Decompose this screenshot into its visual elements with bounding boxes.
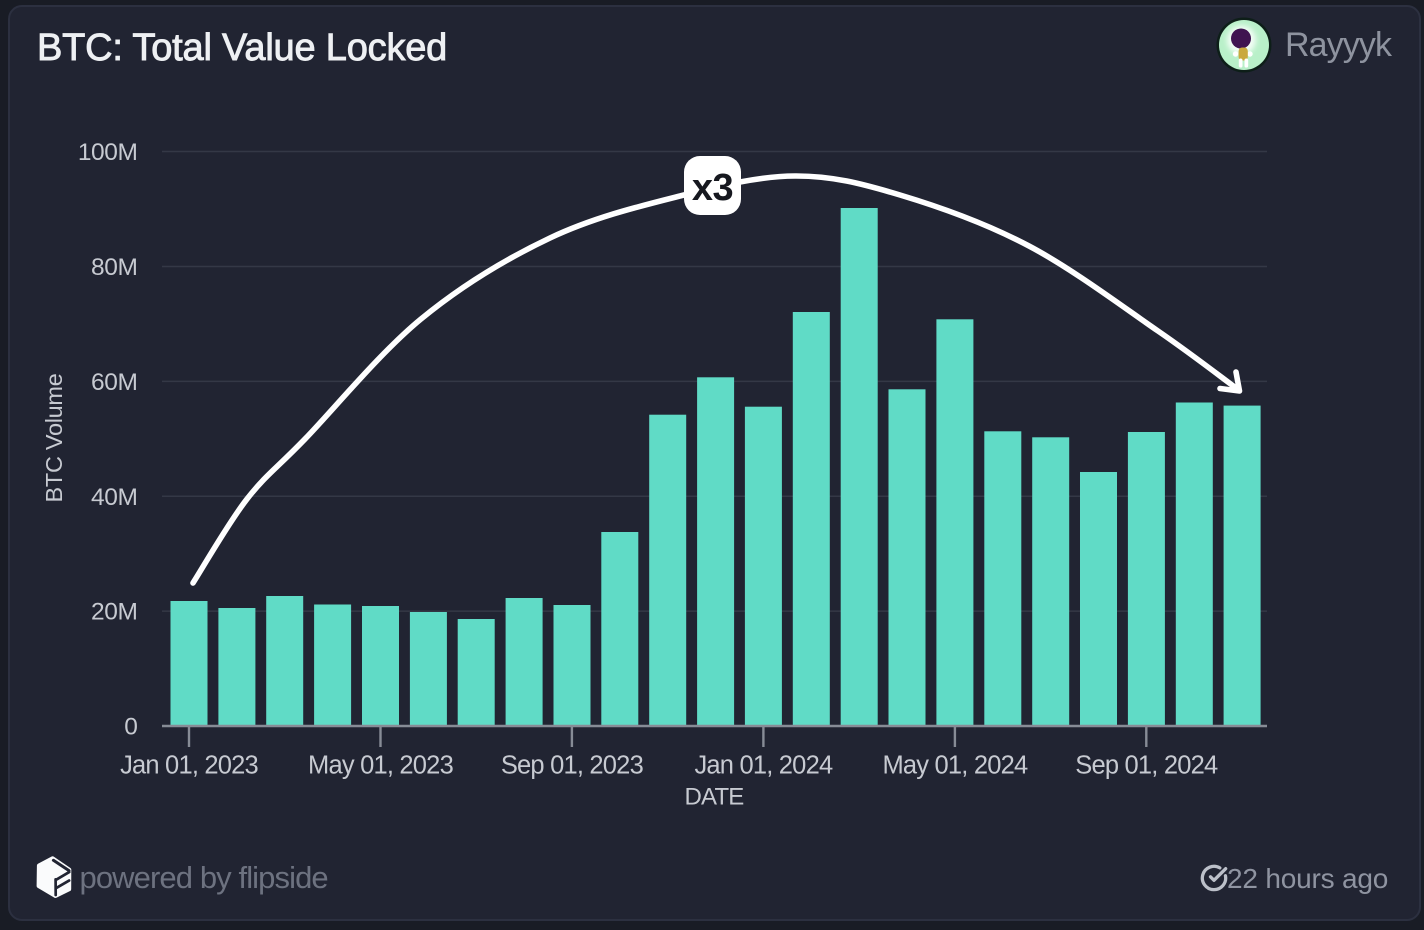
svg-text:x3: x3 [692, 167, 733, 209]
svg-text:Sep 01, 2023: Sep 01, 2023 [501, 752, 644, 780]
svg-text:80M: 80M [91, 254, 137, 281]
svg-text:May 01, 2023: May 01, 2023 [308, 752, 454, 780]
svg-text:BTC Volume: BTC Volume [41, 373, 67, 502]
svg-text:Jan 01, 2024: Jan 01, 2024 [694, 752, 832, 780]
svg-text:May 01, 2024: May 01, 2024 [882, 752, 1028, 780]
svg-text:DATE: DATE [684, 784, 743, 811]
svg-text:20M: 20M [91, 599, 137, 626]
svg-text:0: 0 [124, 714, 137, 741]
svg-text:40M: 40M [91, 484, 137, 511]
svg-text:60M: 60M [91, 369, 137, 396]
svg-text:100M: 100M [78, 139, 138, 166]
svg-text:Sep 01, 2024: Sep 01, 2024 [1075, 752, 1218, 780]
svg-text:Jan 01, 2023: Jan 01, 2023 [120, 752, 258, 780]
